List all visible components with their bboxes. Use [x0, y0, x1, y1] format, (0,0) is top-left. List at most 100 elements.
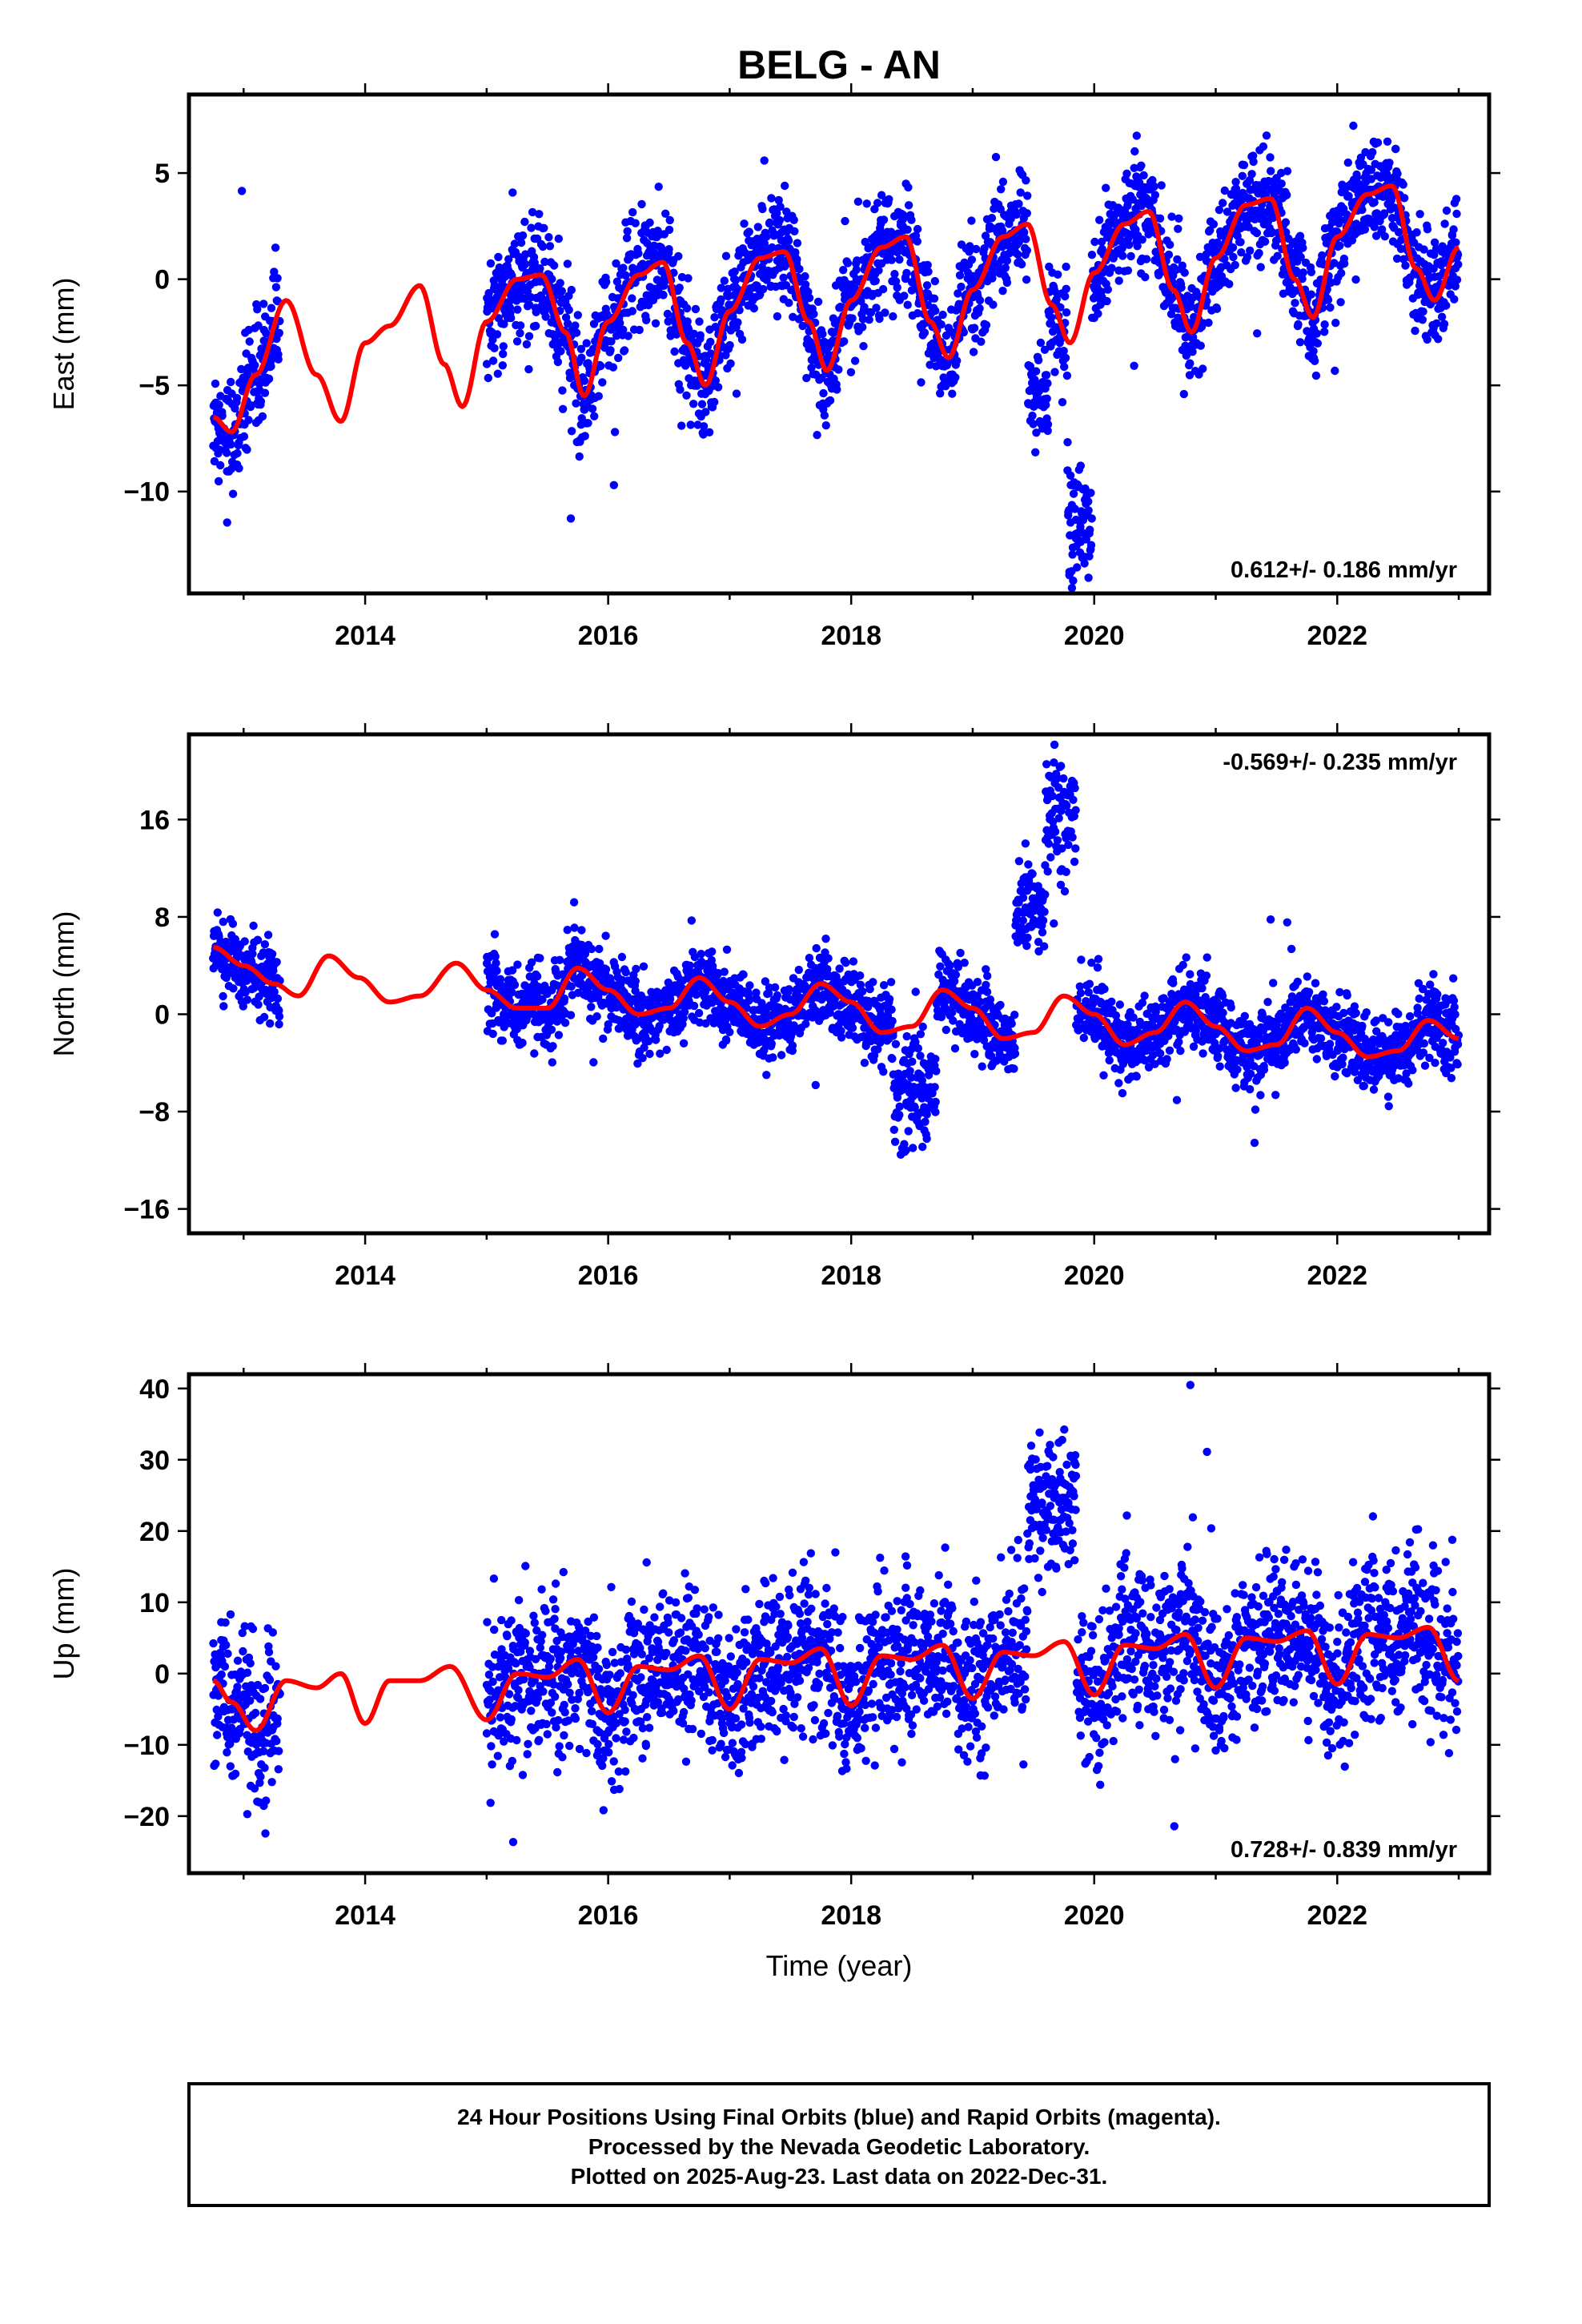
north-data-point — [931, 1055, 940, 1063]
east-data-point — [924, 267, 933, 276]
east-data-point — [674, 251, 683, 261]
north-data-point — [599, 1034, 608, 1043]
north-data-point — [633, 1059, 642, 1068]
north-data-point — [879, 981, 889, 990]
east-data-point — [710, 313, 719, 322]
east-data-point — [1022, 235, 1030, 243]
north-data-point — [960, 959, 969, 967]
north-data-point — [1071, 844, 1080, 853]
north-data-point — [697, 950, 705, 959]
north-data-point — [527, 958, 536, 967]
north-data-point — [1176, 1047, 1185, 1055]
north-data-point — [1024, 860, 1033, 869]
east-data-point — [1239, 160, 1249, 170]
east-data-point — [1390, 203, 1399, 212]
east-data-point — [274, 355, 283, 364]
east-data-point — [730, 267, 739, 276]
east-data-point — [717, 295, 725, 304]
north-data-point — [601, 931, 610, 940]
east-data-point — [567, 285, 576, 295]
north-data-point — [922, 1110, 931, 1119]
east-data-point — [1186, 359, 1195, 368]
east-data-point — [820, 411, 829, 420]
north-data-point — [1050, 827, 1060, 836]
east-data-point — [264, 374, 274, 384]
north-data-point — [916, 1030, 926, 1039]
east-data-point — [1150, 182, 1158, 191]
east-data-point — [1114, 276, 1123, 285]
east-data-point — [875, 314, 884, 324]
east-data-point — [785, 299, 793, 308]
north-data-point — [1172, 1096, 1182, 1104]
north-data-point — [910, 1103, 919, 1112]
north-data-point — [690, 952, 700, 962]
east-data-point — [504, 255, 513, 263]
east-data-point — [499, 342, 508, 351]
east-data-point — [1086, 541, 1096, 549]
east-data-point — [540, 257, 549, 267]
east-rate-annotation: 0.612+/- 0.186 mm/yr — [1231, 557, 1457, 583]
east-data-point — [545, 242, 555, 251]
east-data-point — [237, 187, 247, 195]
east-data-point — [795, 264, 804, 274]
east-data-point — [622, 234, 632, 243]
east-data-point — [635, 325, 644, 335]
north-data-point — [680, 1007, 689, 1016]
east-data-point — [885, 195, 893, 203]
east-data-point — [779, 273, 788, 282]
east-data-point — [1138, 235, 1146, 244]
east-data-point — [1452, 275, 1462, 284]
north-data-point — [887, 1005, 896, 1014]
east-data-point — [684, 274, 693, 283]
east-data-point — [1050, 368, 1059, 376]
east-data-point — [1246, 246, 1255, 255]
north-data-point — [1043, 867, 1052, 876]
east-data-point — [1061, 292, 1070, 301]
east-data-point — [932, 362, 941, 371]
east-data-point — [1220, 186, 1230, 195]
north-data-point — [1040, 942, 1049, 951]
east-data-point — [1295, 338, 1305, 347]
east-data-point — [227, 464, 236, 473]
east-data-point — [1166, 240, 1174, 249]
east-data-point — [1449, 225, 1458, 234]
north-data-point — [249, 921, 258, 931]
north-data-point — [900, 1140, 909, 1148]
east-data-point — [1337, 268, 1346, 278]
north-data-point — [231, 935, 239, 944]
north-data-point — [978, 1062, 986, 1071]
east-data-point — [223, 448, 231, 457]
north-data-point — [554, 1031, 564, 1039]
north-data-point — [893, 1093, 902, 1102]
east-data-point — [1076, 461, 1086, 470]
east-data-point — [1069, 489, 1078, 498]
east-data-point — [558, 404, 568, 413]
east-data-point — [841, 216, 849, 226]
east-data-point — [1084, 497, 1093, 506]
north-data-point — [811, 1080, 820, 1090]
east-data-point — [966, 242, 974, 251]
north-data-point — [1085, 979, 1094, 988]
east-data-point — [987, 214, 997, 223]
east-data-point — [1231, 260, 1239, 270]
east-data-point — [243, 445, 251, 454]
east-data-point — [1299, 268, 1308, 277]
north-data-point — [1041, 890, 1050, 899]
north-data-point — [492, 959, 500, 967]
east-data-point — [773, 312, 782, 321]
east-data-point — [1086, 489, 1095, 497]
east-data-point — [210, 456, 219, 466]
east-data-point — [516, 238, 526, 247]
east-data-point — [781, 262, 789, 271]
east-data-point — [904, 183, 913, 192]
north-data-point — [513, 960, 522, 969]
east-data-point — [852, 265, 861, 274]
east-data-point — [628, 207, 637, 217]
east-data-point — [1259, 142, 1268, 151]
east-data-point — [791, 248, 800, 257]
east-data-point — [807, 364, 816, 372]
east-data-point — [1122, 169, 1131, 178]
east-data-point — [740, 219, 749, 228]
